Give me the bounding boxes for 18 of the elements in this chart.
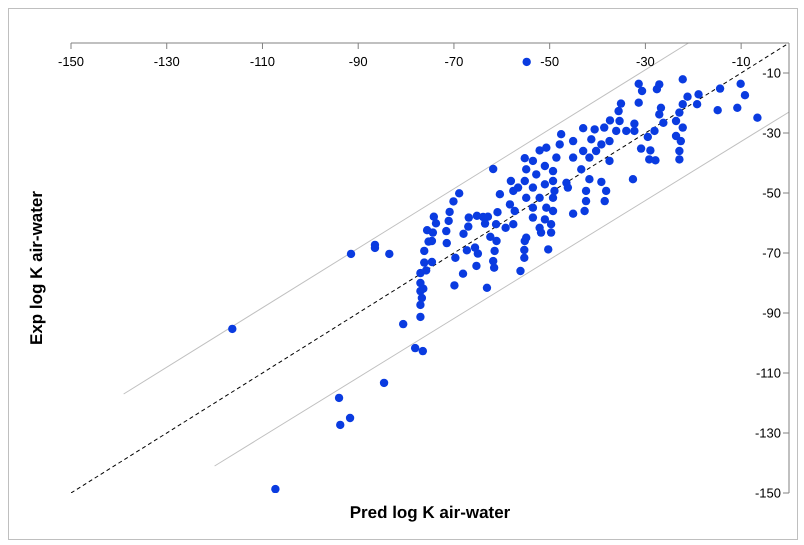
y-tick-label: -70 (762, 246, 781, 261)
x-tick-label: -30 (636, 54, 655, 70)
x-tick-label: -130 (154, 54, 180, 70)
y-tick-label: -10 (762, 66, 781, 81)
y-tick-label: -30 (762, 126, 781, 141)
x-tick-label: -110 (250, 54, 275, 70)
y-tick-label: -110 (756, 366, 781, 381)
y-tick-label: -150 (754, 486, 781, 501)
x-tick-label: -10 (732, 54, 751, 70)
x-tick-label: -90 (348, 54, 368, 70)
y-tick-label: -130 (754, 426, 781, 441)
y-axis-title: Exp log K air-water (27, 191, 47, 345)
y-tick-label: -90 (762, 306, 781, 321)
x-tick-label: -150 (58, 54, 84, 70)
x-tick-label: -70 (444, 54, 464, 70)
x-tick-label: -50 (540, 54, 560, 70)
x-axis-title: Pred log K air-water (348, 503, 512, 523)
y-tick-label: -50 (762, 186, 781, 201)
